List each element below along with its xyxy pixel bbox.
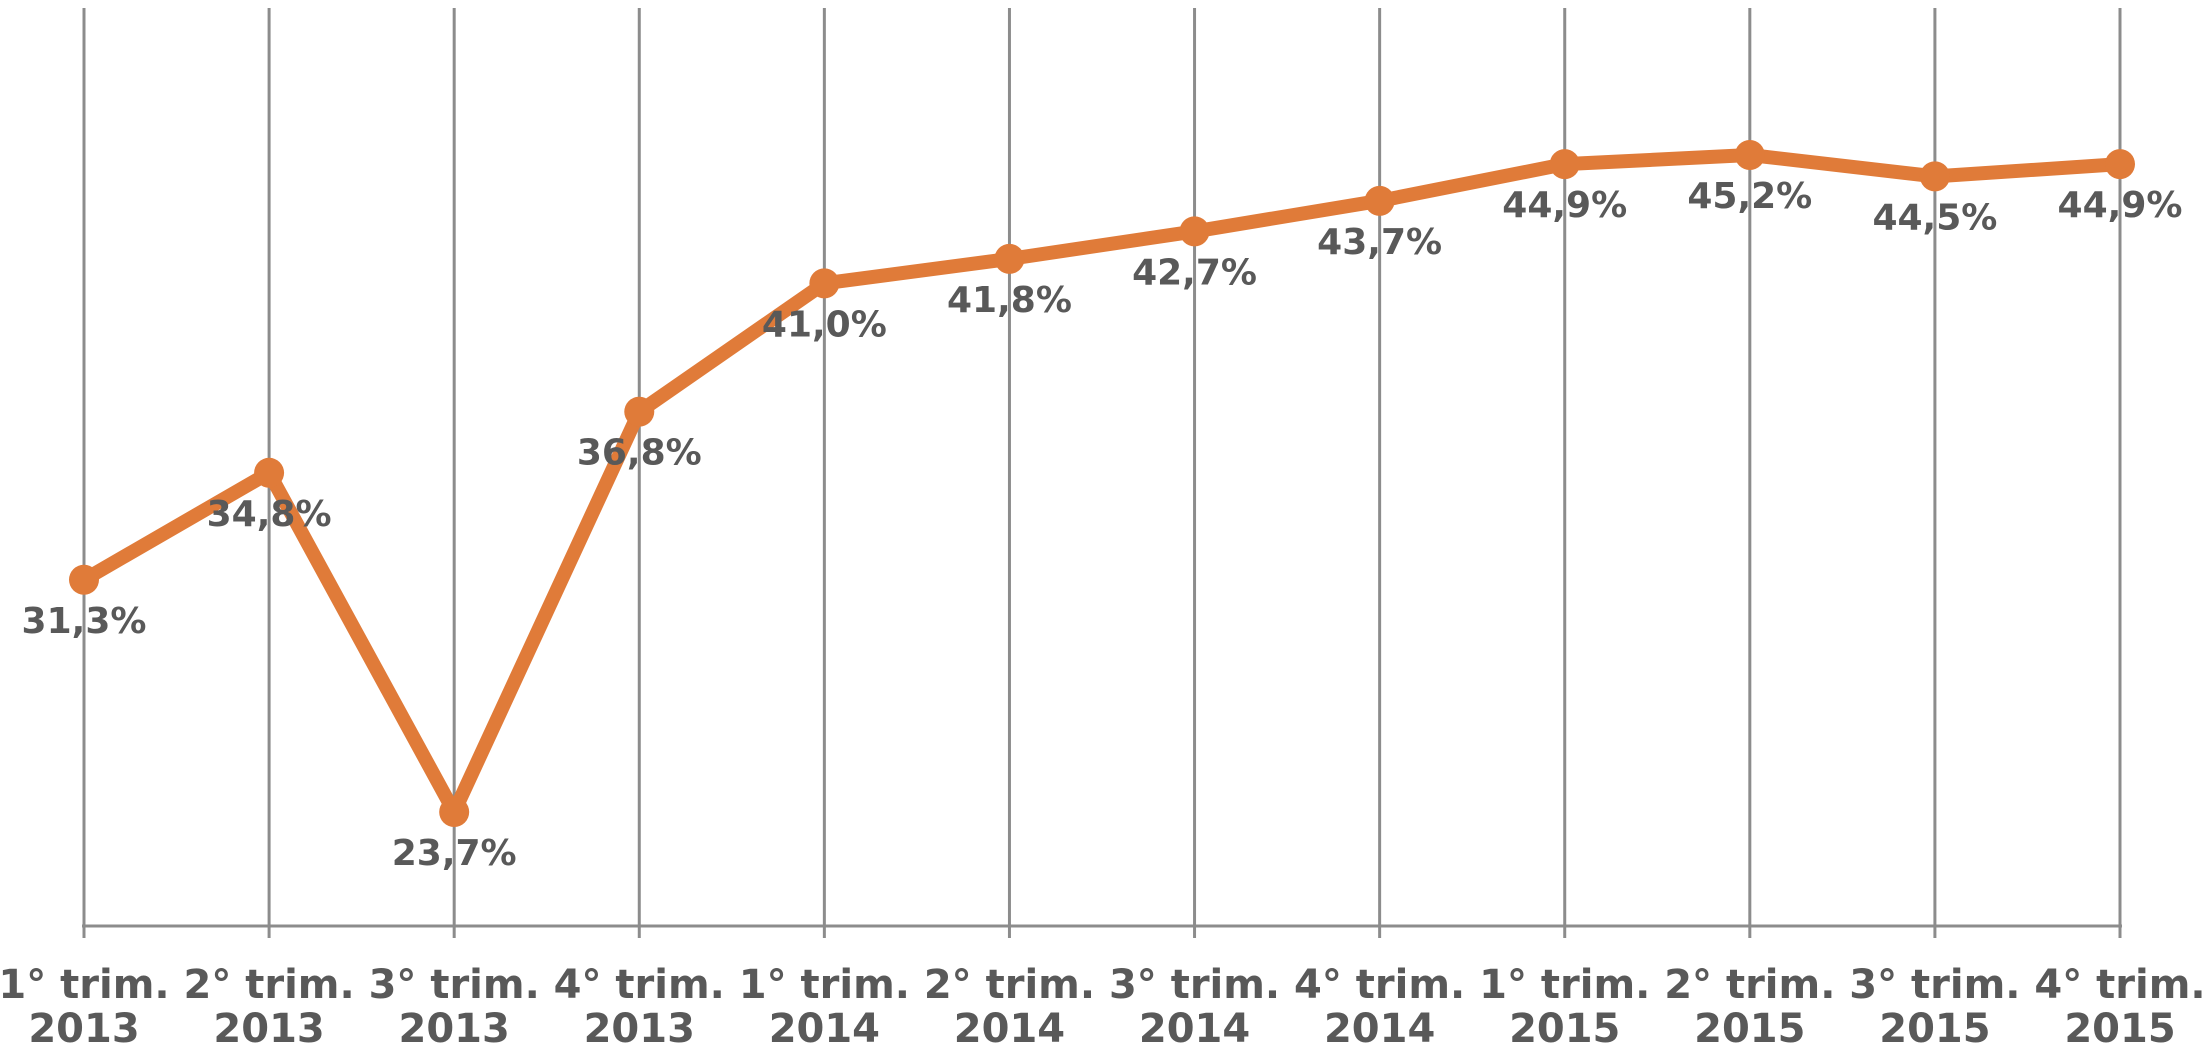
x-tick-label-quarter: 2° trim.	[924, 962, 1095, 1008]
x-tick-label-year: 2014	[954, 1006, 1065, 1047]
data-point	[994, 243, 1025, 274]
series-layer	[69, 140, 2135, 827]
x-tick-label-year: 2015	[2064, 1006, 2175, 1047]
data-point	[1919, 161, 1950, 192]
x-tick-label-year: 2013	[584, 1006, 695, 1047]
data-point	[1734, 140, 1765, 170]
x-tick-label-quarter: 1° trim.	[739, 962, 910, 1008]
data-labels: 31,3% 34,8% 23,7% 36,8% 41,0% 41,8% 42,7% 43,7%…	[22, 176, 2183, 874]
data-label: 44,9%	[1502, 185, 1627, 226]
data-point	[624, 396, 655, 427]
data-label: 42,7%	[1132, 252, 1257, 293]
data-label: 41,0%	[762, 304, 887, 345]
x-tick-label-year: 2013	[213, 1006, 324, 1047]
x-tick-label-quarter: 2° trim.	[183, 962, 354, 1008]
x-tick-label-year: 2015	[1694, 1006, 1805, 1047]
x-tick-label-quarter: 2° trim.	[1664, 962, 1835, 1008]
data-label: 43,7%	[1317, 222, 1442, 263]
data-point	[1364, 185, 1395, 216]
data-label: 44,9%	[2058, 185, 2183, 226]
data-label: 31,3%	[22, 601, 147, 642]
series-line	[77, 148, 2127, 819]
x-tick-label-year: 2014	[769, 1006, 880, 1047]
vertical-gridlines	[82, 8, 2122, 926]
x-tick-label-year: 2014	[1139, 1006, 1250, 1047]
data-label: 41,8%	[947, 280, 1072, 321]
x-tick-label-year: 2013	[399, 1006, 510, 1047]
x-tick-label-quarter: 3° trim.	[1849, 962, 2020, 1008]
data-point	[1179, 216, 1210, 247]
x-tick-label-year: 2014	[1324, 1006, 1435, 1047]
data-point	[2105, 149, 2135, 180]
x-tick-label-year: 2015	[1509, 1006, 1620, 1047]
data-point	[809, 268, 840, 299]
x-tick-label-quarter: 4° trim.	[554, 962, 725, 1008]
x-tick-label-quarter: 3° trim.	[1109, 962, 1280, 1008]
x-tick-label-quarter: 3° trim.	[369, 962, 540, 1008]
data-point	[69, 564, 99, 595]
data-point	[439, 797, 470, 827]
data-point	[254, 457, 285, 488]
data-label: 23,7%	[392, 833, 517, 874]
data-label: 45,2%	[1687, 176, 1812, 217]
data-label: 36,8%	[577, 433, 702, 474]
x-tick-label-quarter: 1° trim.	[1479, 962, 1650, 1008]
x-tick-label-year: 2013	[28, 1006, 139, 1047]
x-tick-label-year: 2015	[1879, 1006, 1990, 1047]
data-point	[1549, 149, 1580, 180]
x-axis	[82, 924, 2122, 938]
data-label: 44,5%	[1872, 197, 1997, 238]
x-tick-label-quarter: 1° trim.	[0, 962, 170, 1008]
x-tick-label-quarter: 4° trim.	[1294, 962, 1465, 1008]
data-label: 34,8%	[207, 494, 332, 535]
x-tick-label-quarter: 4° trim.	[2034, 962, 2205, 1008]
